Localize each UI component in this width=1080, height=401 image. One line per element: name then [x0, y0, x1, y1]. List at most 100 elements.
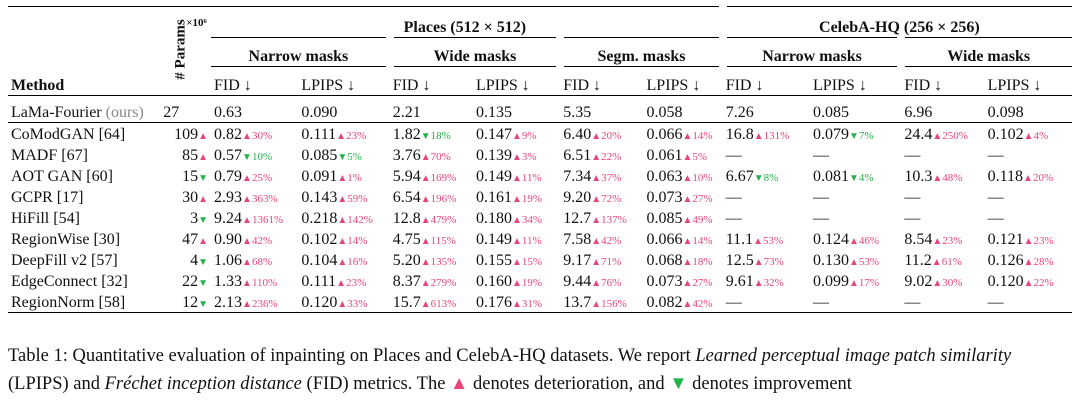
params-value: 85: [182, 147, 199, 164]
triangle-up-icon: ▲: [753, 278, 764, 289]
metric-cell: 2.21: [389, 95, 473, 123]
metric-cell: 0.124▲46%: [810, 228, 901, 249]
metric-value: 0.111: [301, 273, 337, 290]
metric-value: 0.90: [214, 231, 243, 248]
triangle-up-icon: ▲: [336, 278, 347, 289]
metric-cell: —: [985, 144, 1072, 165]
metric-cell: 0.073▲27%: [644, 270, 723, 291]
table-row: GCPR [17] 30▲ 2.93▲363% 0.143▲59% 6.54▲196% 0…: [8, 186, 1072, 207]
metric-cell: —: [723, 186, 810, 207]
method-name-text: MADF [67]: [11, 147, 88, 164]
delta-percent: 32%: [763, 277, 784, 289]
delta-percent: 34%: [521, 214, 543, 226]
metric-cell: 0.160▲19%: [473, 270, 560, 291]
metric-cell: 0.066▲14%: [644, 228, 723, 249]
triangle-up-icon: ▲: [849, 278, 859, 289]
metric-cell: 6.67▼8%: [723, 165, 810, 186]
metric-cell: 0.090: [298, 95, 390, 123]
metric-value: —: [813, 147, 830, 164]
delta-percent: 19%: [521, 277, 543, 289]
delta-percent: 22%: [1033, 277, 1054, 289]
table-row: RegionNorm [58] 12▼ 2.13▲236% 0.120▲33% 15.7…: [8, 291, 1072, 313]
metric-cell: 0.104▲16%: [298, 249, 389, 270]
metric-value: 0.081: [813, 168, 850, 185]
triangle-down-icon: ▼: [337, 152, 348, 163]
delta-percent: 23%: [942, 235, 963, 247]
triangle-up-icon: ▲: [682, 131, 693, 142]
method-name: CoModGAN [64]: [8, 122, 161, 144]
metric-value: —: [725, 210, 742, 227]
params-cell: 4▼: [160, 249, 211, 270]
metric-value: 0.124: [813, 231, 850, 248]
method-name-text: RegionWise [30]: [11, 231, 121, 248]
delta-percent: 137%: [601, 214, 627, 226]
metric-cell: 12.7▲137%: [560, 207, 643, 228]
params-value: 12: [182, 294, 199, 311]
metric-value: 0.068: [646, 252, 683, 269]
metric-value: —: [725, 294, 742, 311]
triangle-up-icon: ▲: [511, 257, 522, 268]
delta-percent: 19%: [521, 193, 543, 205]
metric-value: 12.5: [725, 252, 754, 269]
metric-cell: —: [723, 144, 810, 165]
metric-cell: 8.54▲23%: [901, 228, 984, 249]
params-header: # Params ×10⁶: [160, 6, 212, 96]
metric-cell: 0.90▲42%: [211, 228, 298, 249]
delta-percent: 142%: [347, 214, 373, 226]
triangle-up-icon: ▲: [420, 257, 431, 268]
subgroup-places-narrow: Narrow masks: [211, 37, 390, 67]
metric-value: 0.120: [987, 273, 1024, 290]
metric-value: 24.4: [904, 126, 933, 143]
triangle-up-icon: ▲: [682, 299, 693, 310]
triangle-up-icon: ▲: [591, 215, 602, 226]
metric-fid-header: FID ↓: [563, 77, 602, 94]
metric-value: 9.02: [904, 273, 933, 290]
metric-value: 9.20: [563, 189, 592, 206]
subgroup-places-wide: Wide masks: [385, 37, 561, 67]
delta-percent: 5%: [347, 151, 362, 163]
delta-percent: 49%: [692, 214, 713, 226]
triangle-up-icon: ▲: [682, 173, 693, 184]
subgroup-places-segm: Segm. masks: [556, 37, 723, 67]
delta-percent: 53%: [858, 256, 880, 268]
metric-cell: —: [810, 144, 901, 165]
metric-lpips-header: LPIPS ↓: [475, 77, 530, 94]
metric-value: 15.7: [392, 294, 421, 311]
triangle-up-icon: ▲: [242, 278, 252, 289]
metric-value: 7.58: [563, 231, 592, 248]
metric-value: 9.17: [563, 252, 592, 269]
triangle-up-icon: ▲: [198, 194, 209, 205]
delta-percent: 479%: [430, 214, 457, 226]
metric-cell: 15.7▲613%: [389, 291, 473, 313]
metric-cell: 7.26: [722, 95, 811, 123]
metric-value: 0.102: [987, 126, 1024, 143]
delta-percent: 61%: [941, 256, 962, 268]
metric-value: 0.147: [475, 126, 512, 143]
metric-cell: 0.079▼7%: [810, 122, 902, 144]
triangle-up-icon: ▲: [336, 131, 347, 142]
method-header: Method: [8, 6, 161, 96]
metric-value: 0.82: [214, 126, 243, 143]
metric-cell: 0.121▲23%: [985, 228, 1072, 249]
triangle-up-icon: ▲: [337, 236, 348, 247]
method-name-text: RegionNorm [58]: [11, 294, 126, 311]
metric-cell: 0.058: [643, 95, 723, 123]
triangle-up-icon: ▲: [932, 236, 943, 247]
delta-percent: 53%: [763, 235, 784, 247]
table-row: RegionWise [30] 47▲ 0.90▲42% 0.102▲14% 4.75▲…: [8, 228, 1072, 249]
group-celeba: CelebA-HQ (256 × 256): [718, 6, 1072, 38]
metric-value: 0.102: [301, 231, 338, 248]
metric-value: —: [904, 189, 921, 206]
triangle-up-icon: ▲: [420, 215, 431, 226]
metric-lpips-header: LPIPS ↓: [813, 77, 867, 94]
params-value: 22: [182, 273, 199, 290]
metric-value: —: [813, 210, 830, 227]
method-name: AOT GAN [60]: [8, 165, 160, 186]
metric-cell: 0.120▲22%: [985, 270, 1072, 291]
method-name: HiFill [54]: [8, 207, 160, 228]
triangle-up-icon: ▲: [511, 215, 522, 226]
metric-cell: —: [985, 207, 1072, 228]
metric-value: 0.149: [475, 168, 512, 185]
delta-percent: 20%: [601, 130, 622, 142]
